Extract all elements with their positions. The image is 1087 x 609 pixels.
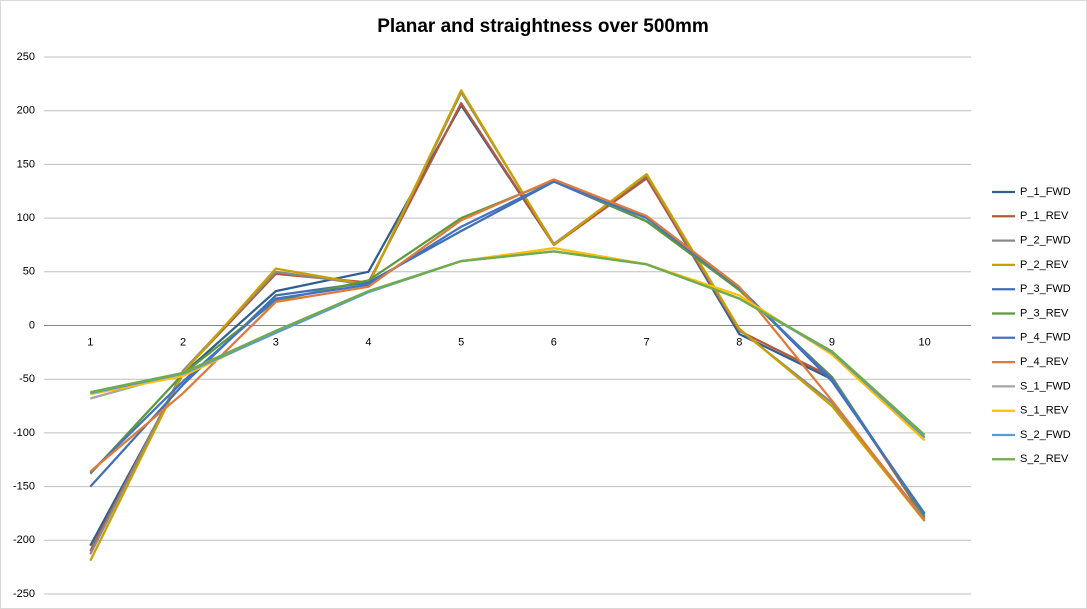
x-tick-label: 3 bbox=[273, 336, 279, 348]
series-line bbox=[90, 250, 926, 436]
legend-label: P_1_REV bbox=[1020, 210, 1069, 222]
legend-label: P_2_REV bbox=[1020, 259, 1069, 271]
legend-label: P_4_FWD bbox=[1020, 332, 1071, 344]
x-tick-label: 6 bbox=[551, 336, 557, 348]
y-tick-label: 150 bbox=[17, 158, 35, 170]
y-tick-label: -100 bbox=[13, 427, 35, 439]
y-tick-label: -250 bbox=[13, 588, 35, 600]
y-tick-label: -200 bbox=[13, 534, 35, 546]
y-tick-label: -50 bbox=[19, 373, 35, 385]
series-line bbox=[89, 180, 926, 516]
legend-label: P_3_FWD bbox=[1020, 283, 1071, 295]
legend-label: P_3_REV bbox=[1020, 307, 1069, 319]
x-tick-label: 8 bbox=[736, 336, 742, 348]
x-tick-label: 5 bbox=[458, 336, 464, 348]
y-tick-label: 100 bbox=[17, 212, 35, 224]
x-tick-label: 7 bbox=[643, 336, 649, 348]
legend-label: S_2_REV bbox=[1020, 453, 1069, 465]
x-tick-label: 2 bbox=[180, 336, 186, 348]
legend-label: S_1_REV bbox=[1020, 405, 1069, 417]
legend-label: P_1_FWD bbox=[1020, 186, 1071, 198]
x-tick-label: 10 bbox=[919, 336, 931, 348]
chart-title: Planar and straightness over 500mm bbox=[377, 16, 709, 37]
legend-label: P_4_REV bbox=[1020, 356, 1069, 368]
legend-label: S_2_FWD bbox=[1020, 429, 1071, 441]
series-line bbox=[89, 178, 926, 522]
legend-label: P_2_FWD bbox=[1020, 235, 1071, 247]
y-tick-label: -150 bbox=[13, 481, 35, 493]
x-tick-label: 1 bbox=[87, 336, 93, 348]
legend-label: S_1_FWD bbox=[1020, 380, 1071, 392]
series-line bbox=[89, 89, 926, 562]
y-tick-label: 200 bbox=[17, 105, 35, 117]
y-tick-label: 0 bbox=[29, 319, 35, 331]
x-tick-label: 9 bbox=[829, 336, 835, 348]
x-tick-label: 4 bbox=[365, 336, 371, 348]
y-tick-label: 50 bbox=[23, 266, 35, 278]
y-tick-label: 250 bbox=[17, 51, 35, 63]
